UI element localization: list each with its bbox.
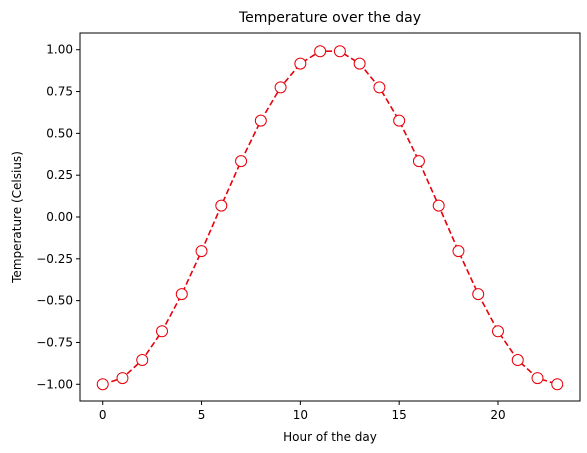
x-axis: 0 5 10 15 20 — [99, 401, 506, 422]
data-point — [373, 81, 386, 94]
data-point — [531, 372, 544, 385]
data-point — [551, 378, 564, 391]
data-point — [491, 325, 504, 338]
data-point — [452, 245, 465, 258]
y-tick-label: −1.00 — [36, 377, 73, 391]
data-point — [353, 57, 366, 70]
data-point — [432, 199, 445, 212]
y-tick-label: 1.00 — [46, 43, 73, 57]
data-point — [235, 155, 248, 168]
data-point — [136, 354, 149, 367]
data-point — [294, 57, 307, 70]
y-axis-label: Temperature (Celsius) — [10, 151, 24, 284]
y-tick-label: 0.75 — [46, 85, 73, 99]
chart-title: Temperature over the day — [238, 10, 421, 26]
x-tick-label: 5 — [198, 408, 206, 422]
data-point — [274, 81, 287, 94]
x-axis-label: Hour of the day — [283, 430, 377, 444]
y-tick-label: −0.25 — [36, 252, 73, 266]
plot-frame — [79, 32, 581, 402]
data-point — [511, 354, 524, 367]
data-point — [96, 378, 109, 391]
data-point — [412, 155, 425, 168]
y-axis: −1.00 −0.75 −0.50 −0.25 0.00 0.25 0.50 0.75 1.00 — [36, 43, 80, 391]
data-point — [333, 45, 346, 58]
series-line — [102, 50, 558, 386]
y-tick-label: 0.25 — [46, 168, 73, 182]
data-point — [175, 288, 188, 301]
x-tick-label: 20 — [490, 408, 505, 422]
data-point — [254, 114, 267, 127]
x-tick-label: 15 — [392, 408, 407, 422]
x-tick-label: 10 — [293, 408, 308, 422]
data-point — [156, 325, 169, 338]
x-tick-label: 0 — [99, 408, 107, 422]
y-tick-label: −0.50 — [36, 294, 73, 308]
y-tick-label: 0.50 — [46, 126, 73, 140]
y-tick-label: 0.00 — [46, 210, 73, 224]
data-point — [215, 199, 228, 212]
plot-area — [96, 45, 564, 391]
data-point — [195, 245, 208, 258]
data-point — [314, 45, 327, 58]
data-point — [116, 372, 129, 385]
data-point — [393, 114, 406, 127]
data-point — [472, 288, 485, 301]
y-tick-label: −0.75 — [36, 335, 73, 349]
